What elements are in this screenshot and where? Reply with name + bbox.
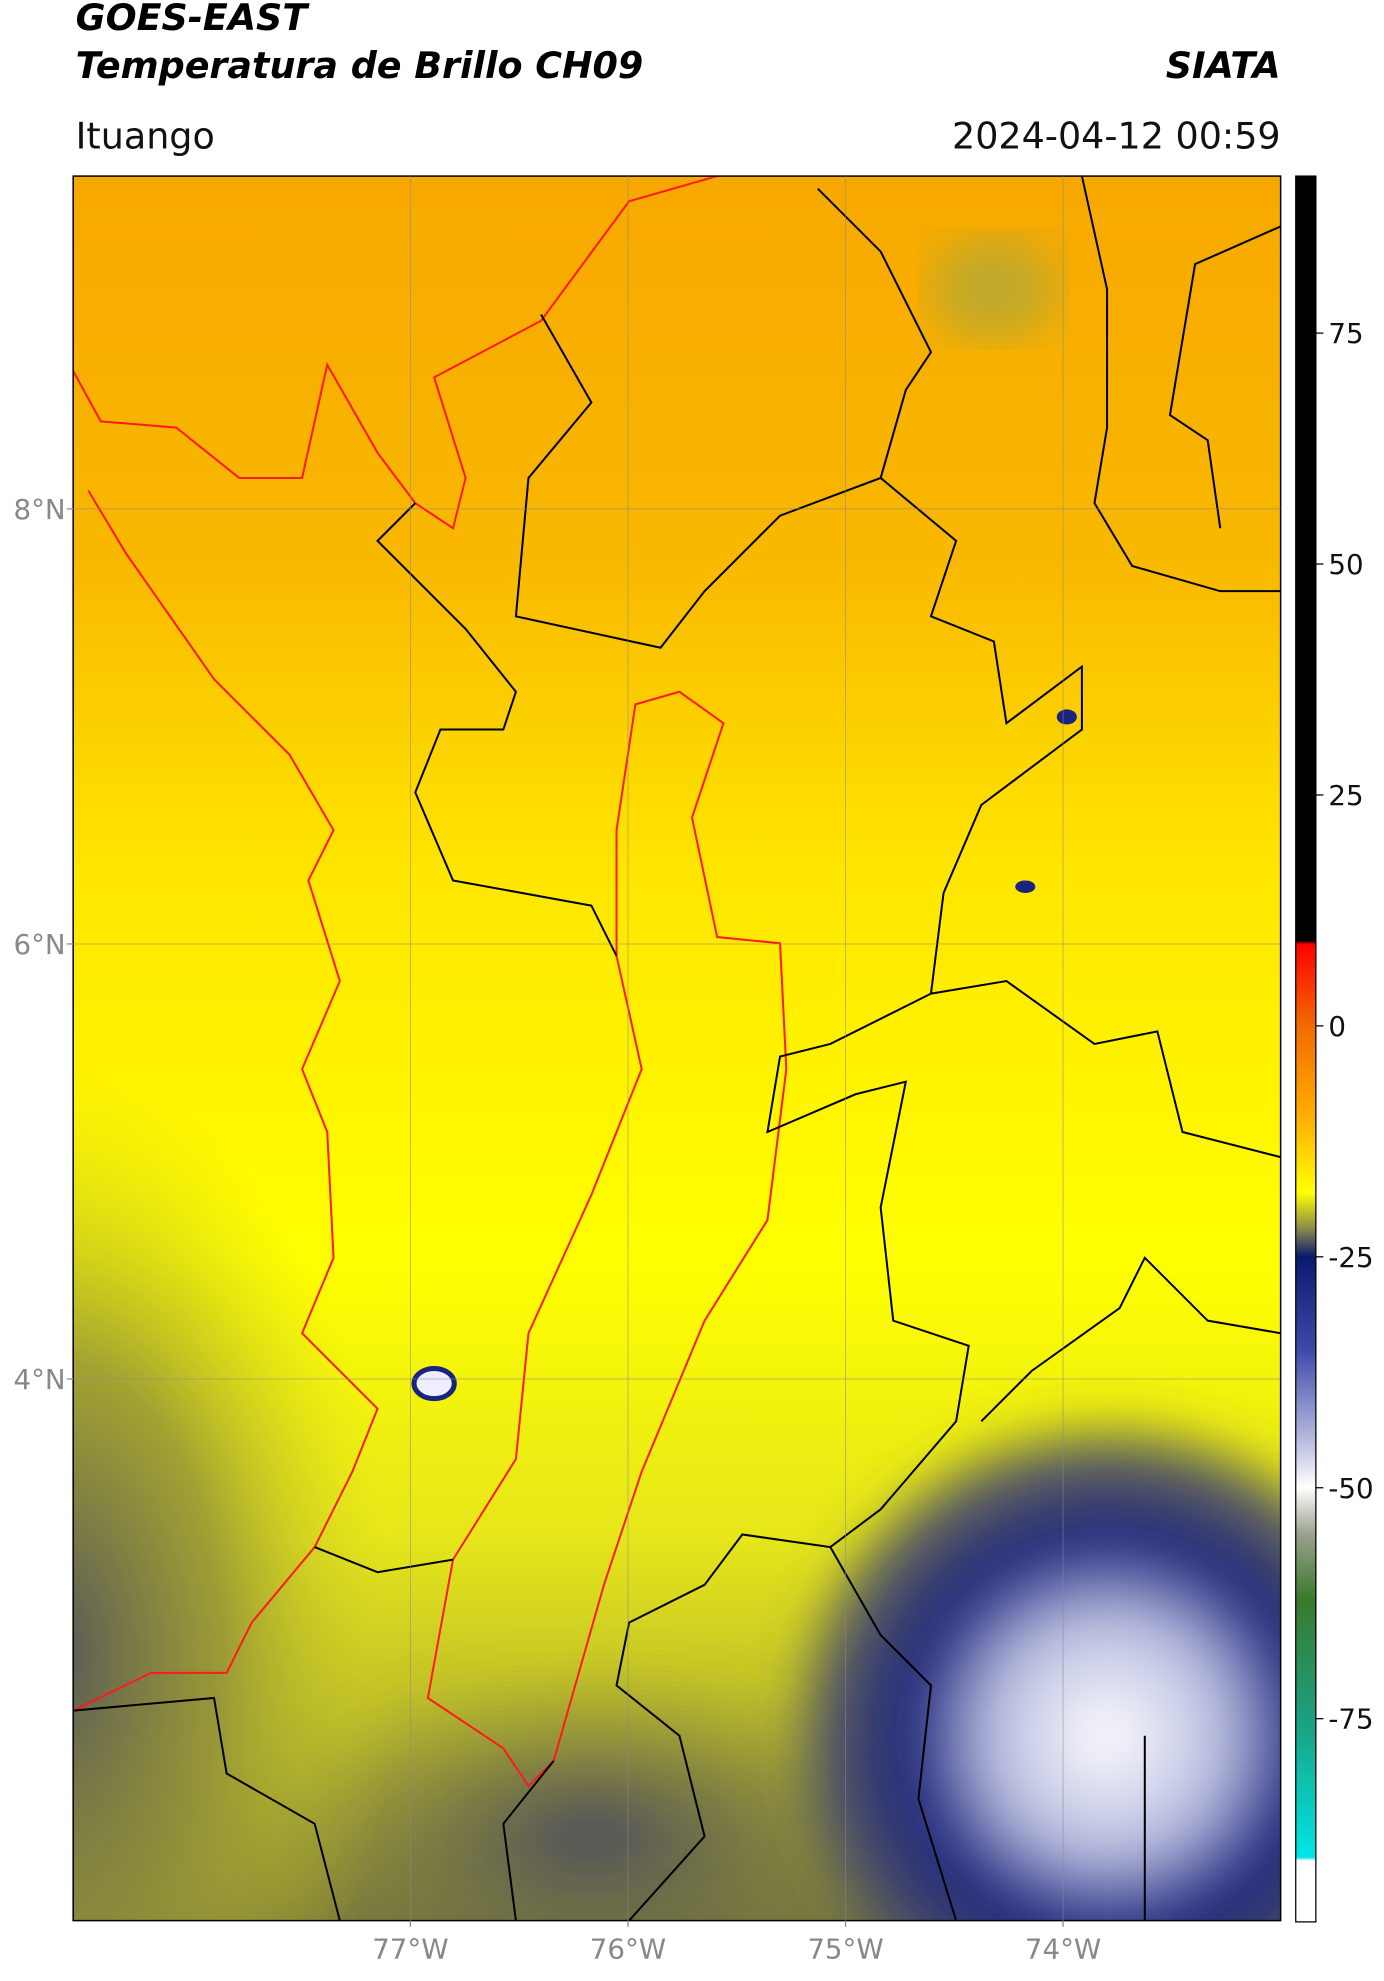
colorbar-label: -75 xyxy=(1328,1703,1373,1736)
title: Temperatura de Brillo CH09 xyxy=(76,44,644,87)
org: SIATA xyxy=(1166,44,1281,87)
title: GOES-EAST xyxy=(76,0,311,39)
lon-label: 74°W xyxy=(1025,1932,1101,1965)
satellite-image xyxy=(73,176,1281,1921)
lat-label: 6°N xyxy=(14,928,66,961)
lon-label: 75°W xyxy=(807,1932,883,1965)
colorbar-label: -50 xyxy=(1328,1472,1373,1505)
colorbar-ticks: 75 50 25 0 -25 -50 -75 xyxy=(1315,317,1374,1736)
map-frame xyxy=(72,175,1282,1922)
location: Ituango xyxy=(76,114,215,157)
lon-label: 76°W xyxy=(590,1932,666,1965)
datetime: 2024-04-12 00:59 xyxy=(952,114,1281,157)
colorbar xyxy=(1295,175,1317,1923)
colorbar-label: 75 xyxy=(1328,317,1363,350)
colorbar-label: 0 xyxy=(1328,1010,1346,1043)
graticule: 77°W 76°W 75°W 74°W 8°N 6°N 4°N xyxy=(14,176,1281,1965)
colorbar-label: -25 xyxy=(1328,1241,1373,1274)
colorbar-label: 50 xyxy=(1328,548,1363,581)
colorbar-label: 25 xyxy=(1328,779,1363,812)
lat-label: 8°N xyxy=(14,493,66,526)
lat-label: 4°N xyxy=(14,1363,66,1396)
lon-label: 77°W xyxy=(372,1932,448,1965)
